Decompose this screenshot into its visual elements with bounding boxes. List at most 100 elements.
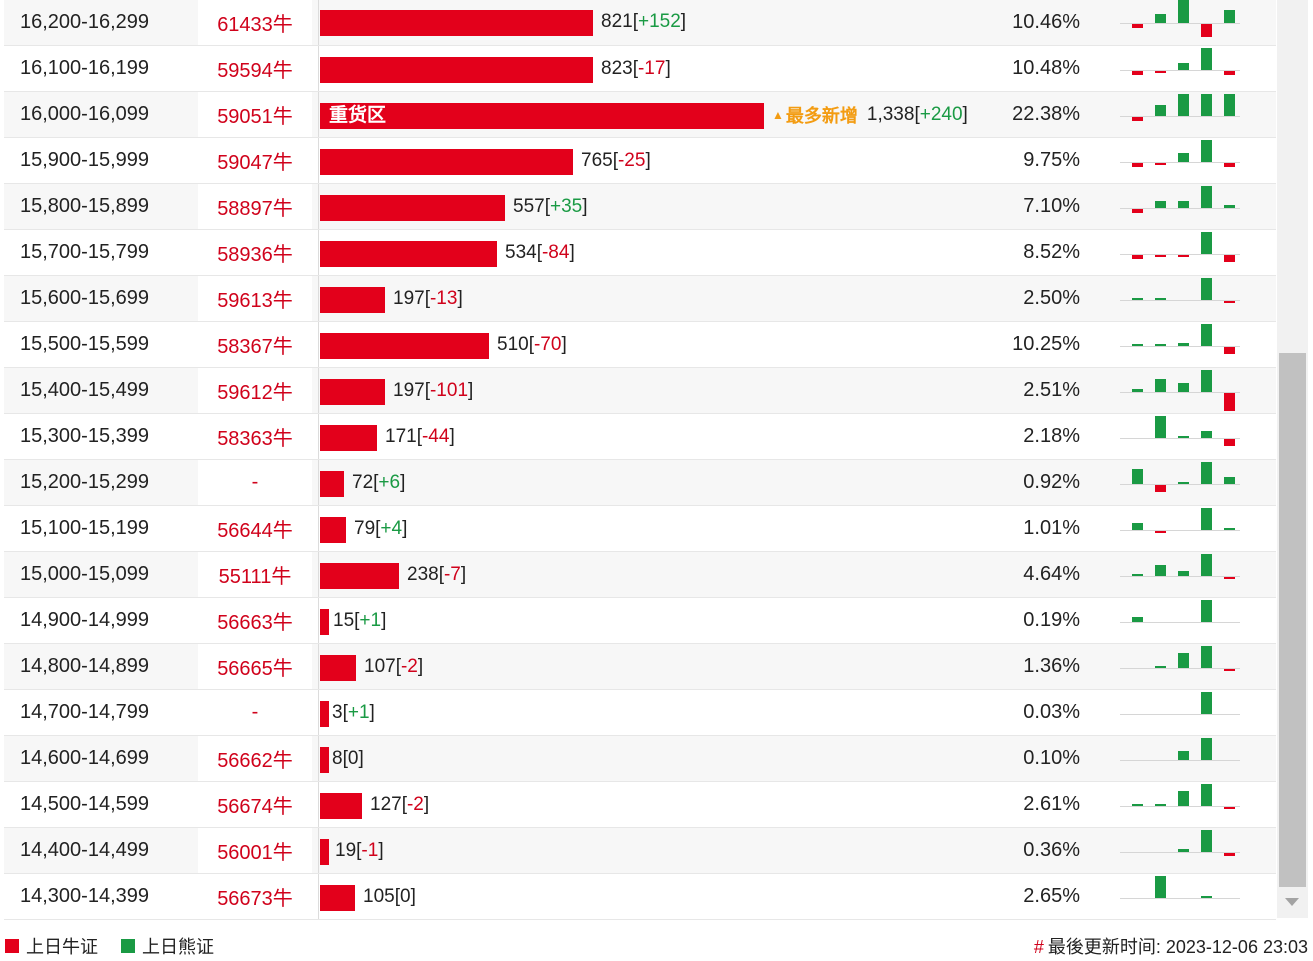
quantity-bar — [320, 10, 593, 36]
last-updated: # 最後更新时间: 2023-12-06 23:03 — [1034, 933, 1308, 959]
sparkline-bear-bar — [1201, 140, 1212, 162]
table-row[interactable]: 16,100-16,199 59594牛 823 [-17] 10.48% — [4, 46, 1276, 92]
quantity-value: 557 [+35] — [513, 195, 588, 217]
cbbc-code-link[interactable]: 56665牛 — [198, 644, 312, 689]
quantity-value: 72 [+6] — [352, 471, 406, 493]
quantity-bar — [320, 885, 355, 911]
quantity-value: 171 [-44] — [385, 425, 455, 447]
cbbc-code-link[interactable]: 58363牛 — [198, 414, 312, 459]
quantity-bar-cell: 107 [-2] — [318, 644, 979, 689]
cbbc-code-link[interactable]: 56673牛 — [198, 874, 312, 919]
table-row[interactable]: 16,200-16,299 61433牛 821 [+152] 10.46% — [4, 0, 1276, 46]
legend-bear: 上日熊证 — [121, 933, 214, 959]
cbbc-code-link[interactable]: 56001牛 — [198, 828, 312, 873]
quantity-bar — [320, 425, 377, 451]
percentage: 0.10% — [1023, 747, 1080, 769]
sparkline-bear-bar — [1201, 48, 1212, 70]
table-row[interactable]: 16,000-16,099 59051牛 重货区 ▲ 最多新增 1,338 [+240] 2… — [4, 92, 1276, 138]
scroll-down-arrow-icon[interactable] — [1285, 898, 1299, 906]
history-sparkline — [1120, 368, 1242, 413]
sparkline-baseline — [1120, 898, 1240, 899]
sparkline-bear-bar — [1178, 849, 1189, 852]
table-row[interactable]: 15,100-15,199 56644牛 79 [+4] 1.01% — [4, 506, 1276, 552]
cbbc-code-link[interactable]: - — [198, 690, 312, 735]
cbbc-code-link[interactable]: 59594牛 — [198, 46, 312, 91]
sparkline-bear-bar — [1201, 278, 1212, 300]
percentage: 2.65% — [1023, 885, 1080, 907]
sparkline-bear-bar — [1178, 201, 1189, 208]
quantity-value: 510 [-70] — [497, 333, 567, 355]
history-sparkline — [1120, 138, 1242, 183]
table-row[interactable]: 14,300-14,399 56673牛 105 [0] 2.65% — [4, 874, 1276, 920]
table-row[interactable]: 15,200-15,299 - 72 [+6] 0.92% — [4, 460, 1276, 506]
quantity-change: -25 — [617, 149, 646, 171]
quantity-bar-cell: 821 [+152] — [318, 0, 979, 45]
percentage: 10.48% — [1012, 57, 1080, 79]
sparkline-baseline — [1120, 162, 1240, 163]
sparkline-bear-bar — [1155, 565, 1166, 576]
table-row[interactable]: 14,700-14,799 -3 [+1] 0.03% — [4, 690, 1276, 736]
heavy-zone-label: 重货区 — [329, 105, 387, 126]
table-row[interactable]: 14,900-14,999 56663牛 15 [+1] 0.19% — [4, 598, 1276, 644]
history-sparkline — [1120, 460, 1242, 505]
quantity-number: 19 — [335, 839, 357, 861]
table-row[interactable]: 15,400-15,499 59612牛 197 [-101] 2.51% — [4, 368, 1276, 414]
cbbc-code-link[interactable]: 59051牛 — [198, 92, 312, 137]
history-sparkline — [1120, 736, 1242, 781]
cbbc-code-link[interactable]: 58367牛 — [198, 322, 312, 367]
sparkline-bear-bar — [1224, 10, 1235, 23]
price-range: 15,200-15,299 — [20, 471, 150, 493]
cbbc-code-link[interactable]: 58936牛 — [198, 230, 312, 275]
sparkline-bull-bar — [1224, 301, 1235, 303]
price-range: 14,900-14,999 — [20, 609, 150, 631]
quantity-bar — [320, 839, 329, 865]
cbbc-code-link[interactable]: 59047牛 — [198, 138, 312, 183]
table-row[interactable]: 14,600-14,699 56662牛 8 [0] 0.10% — [4, 736, 1276, 782]
sparkline-bull-bar — [1132, 71, 1143, 75]
quantity-bar-cell: 197 [-13] — [318, 276, 979, 321]
cbbc-code-link[interactable]: 56662牛 — [198, 736, 312, 781]
vertical-scrollbar[interactable] — [1277, 0, 1308, 918]
sparkline-bull-bar — [1224, 439, 1235, 446]
cbbc-code-link[interactable]: 61433牛 — [198, 0, 312, 45]
quantity-bar-cell: 823 [-17] — [318, 46, 979, 91]
sparkline-bear-bar — [1178, 436, 1189, 438]
table-row[interactable]: 14,400-14,499 56001牛 19 [-1] 0.36% — [4, 828, 1276, 874]
cbbc-code-link[interactable]: 59612牛 — [198, 368, 312, 413]
sparkline-bear-bar — [1201, 94, 1212, 116]
sparkline-bear-bar — [1201, 431, 1212, 438]
table-row[interactable]: 15,600-15,699 59613牛 197 [-13] 2.50% — [4, 276, 1276, 322]
cbbc-code-link[interactable]: 55111牛 — [198, 552, 312, 597]
quantity-bar — [320, 57, 593, 83]
cbbc-code-link[interactable]: 56663牛 — [198, 598, 312, 643]
cbbc-code-link[interactable]: - — [198, 460, 312, 505]
sparkline-baseline — [1120, 438, 1240, 439]
sparkline-bear-bar — [1178, 791, 1189, 806]
table-row[interactable]: 15,300-15,399 58363牛 171 [-44] 2.18% — [4, 414, 1276, 460]
cbbc-code-link[interactable]: 56674牛 — [198, 782, 312, 827]
sparkline-bear-bar — [1178, 63, 1189, 70]
price-range: 14,600-14,699 — [20, 747, 150, 769]
last-updated-label: 最後更新时间: — [1047, 937, 1161, 957]
table-row[interactable]: 15,900-15,999 59047牛 765 [-25] 9.75% — [4, 138, 1276, 184]
table-row[interactable]: 14,500-14,599 56674牛 127 [-2] 2.61% — [4, 782, 1276, 828]
cbbc-code-link[interactable]: 56644牛 — [198, 506, 312, 551]
price-range: 14,700-14,799 — [20, 701, 150, 723]
table-row[interactable]: 15,800-15,899 58897牛 557 [+35] 7.10% — [4, 184, 1276, 230]
scrollbar-thumb[interactable] — [1279, 353, 1306, 887]
table-row[interactable]: 15,000-15,099 55111牛 238 [-7] 4.64% — [4, 552, 1276, 598]
table-row[interactable]: 15,500-15,599 58367牛 510 [-70] 10.25% — [4, 322, 1276, 368]
quantity-value: 821 [+152] — [601, 11, 687, 32]
history-sparkline — [1120, 690, 1242, 735]
sparkline-bear-bar — [1178, 153, 1189, 162]
percentage: 22.38% — [1012, 103, 1080, 125]
table-row[interactable]: 15,700-15,799 58936牛 534 [-84] 8.52% — [4, 230, 1276, 276]
quantity-change: +1 — [359, 609, 382, 631]
table-row[interactable]: 14,800-14,899 56665牛 107 [-2] 1.36% — [4, 644, 1276, 690]
sparkline-bear-bar — [1224, 205, 1235, 208]
cbbc-code-link[interactable]: 58897牛 — [198, 184, 312, 229]
history-sparkline — [1120, 276, 1242, 321]
price-range: 15,100-15,199 — [20, 517, 150, 539]
sparkline-bear-bar — [1132, 523, 1143, 530]
cbbc-code-link[interactable]: 59613牛 — [198, 276, 312, 321]
